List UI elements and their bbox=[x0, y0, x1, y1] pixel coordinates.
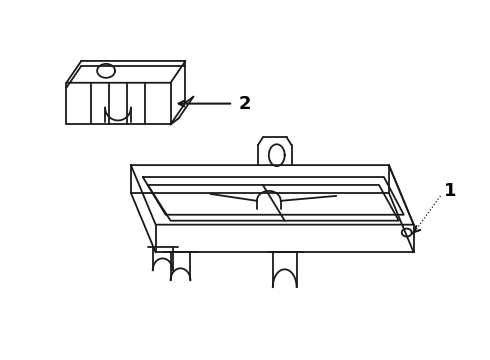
Text: 2: 2 bbox=[239, 95, 251, 113]
Text: 1: 1 bbox=[443, 182, 456, 200]
